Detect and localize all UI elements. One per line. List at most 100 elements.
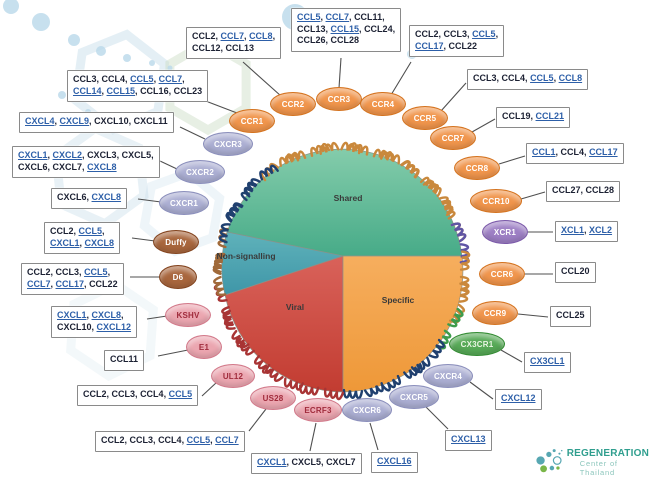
receptor-coils: [212, 141, 471, 401]
watermark-dot: [3, 0, 19, 14]
receptor-coil-ccr2: [310, 142, 331, 157]
ligand-text-CXCL6: CXCL6: [57, 192, 87, 202]
ligand-link-CCL17[interactable]: CCL17: [589, 147, 618, 157]
receptor-oval-cxcr3: CXCR3: [203, 132, 253, 156]
ligand-box-ccr9: CCL25: [550, 306, 591, 327]
ligand-link-CCL15[interactable]: CCL15: [330, 23, 360, 34]
receptor-oval-ccr3: CCR3: [316, 87, 362, 111]
receptor-label-cxcr2: CXCR2: [185, 167, 215, 177]
receptor-coil-ecrf3: [323, 387, 345, 401]
ligand-text-CCL3: CCL3: [111, 389, 136, 399]
ligand-link-CXCL8[interactable]: CXCL8: [91, 192, 122, 202]
receptor-oval-ecrf3: ECRF3: [294, 398, 342, 422]
ligand-link-CXCL9[interactable]: CXCL9: [59, 116, 90, 126]
receptor-label-ccr10: CCR10: [482, 196, 510, 206]
ligand-link-CXCL13[interactable]: CXCL13: [451, 434, 486, 444]
ligand-link-CCL5[interactable]: CCL5: [297, 12, 321, 22]
pie-label-non_signalling: Non-signalling: [216, 251, 275, 261]
ligand-link-CXCL16[interactable]: CXCL16: [377, 456, 412, 466]
ligand-link-CCL5[interactable]: CCL5: [130, 74, 154, 84]
ligand-link-CCL1[interactable]: CCL1: [532, 147, 556, 157]
ligand-link-CCL21[interactable]: CCL21: [535, 111, 565, 121]
ligand-text-CCL4: CCL4: [158, 435, 182, 445]
ligand-link-CXCL1[interactable]: CXCL1: [57, 310, 87, 320]
receptor-coil-ccr8: [422, 179, 442, 198]
ligand-link-CCL5[interactable]: CCL5: [186, 435, 211, 445]
receptor-coil-ecrf3: [299, 384, 320, 396]
receptor-oval-ccr7: CCR7: [430, 126, 476, 150]
ligand-link-CXCL12[interactable]: CXCL12: [96, 321, 132, 332]
ligand-link-CX3CL1[interactable]: CX3CL1: [530, 356, 565, 366]
ligand-box-cxcr3: CXCL4, CXCL9, CXCL10, CXCL11: [19, 112, 174, 133]
ligand-link-CXCL1[interactable]: CXCL1: [257, 457, 287, 467]
ligand-box-cxcr2: CXCL1, CXCL2, CXCL3, CXCL5, CXCL6, CXCL7…: [12, 146, 160, 178]
watermark-dot: [32, 13, 50, 31]
watermark-dot: [167, 65, 173, 71]
ligand-link-CCL7[interactable]: CCL7: [215, 435, 239, 445]
connector-line-ccr5: [440, 82, 467, 112]
ligand-text-CCL2: CCL2: [101, 435, 125, 445]
ligand-link-CCL5[interactable]: CCL5: [84, 267, 108, 277]
ligand-box-cxcr1: CXCL6, CXCL8: [51, 188, 128, 209]
ligand-text-CCL3: CCL3: [473, 73, 497, 83]
ligand-link-CXCL8[interactable]: CXCL8: [84, 237, 115, 248]
ligand-text-CCL20: CCL20: [561, 266, 590, 276]
ligand-box-kshv: CXCL1, CXCL8, CXCL10, CXCL12: [51, 306, 138, 338]
ligand-box-d6: CCL2, CCL3, CCL5, CCL7, CCL17, CCL22: [21, 263, 124, 295]
receptor-label-ccr2: CCR2: [281, 99, 305, 109]
ligand-link-CCL5[interactable]: CCL5: [530, 73, 554, 83]
ligand-link-CCL5[interactable]: CCL5: [472, 29, 496, 39]
ligand-text-CXCL7: CXCL7: [52, 161, 83, 172]
ligand-link-CCL17[interactable]: CCL17: [55, 278, 85, 289]
ligand-link-CCL7[interactable]: CCL7: [27, 278, 51, 289]
ligand-link-XCL2[interactable]: XCL2: [589, 225, 613, 235]
ligand-link-CXCL8[interactable]: CXCL8: [87, 161, 117, 172]
ligand-link-CXCL12[interactable]: CXCL12: [501, 393, 536, 403]
receptor-coil-ccr7: [419, 176, 439, 195]
receptor-coil-ul12: [236, 337, 255, 356]
receptor-label-kshv: KSHV: [176, 310, 200, 320]
ligand-link-CCL8[interactable]: CCL8: [558, 73, 583, 83]
ligand-link-CCL15[interactable]: CCL15: [106, 85, 136, 96]
ligand-text-CCL23: CCL23: [173, 85, 203, 96]
ligand-link-CCL14[interactable]: CCL14: [73, 85, 102, 96]
ligand-text-CCL2: CCL2: [415, 29, 439, 39]
watermark-dot: [96, 46, 106, 56]
receptor-oval-e1: E1: [186, 335, 222, 359]
receptor-coil-cxcr5: [381, 374, 402, 392]
ligand-link-CCL7[interactable]: CCL7: [220, 31, 245, 41]
ligand-link-CXCL1[interactable]: CXCL1: [18, 150, 48, 160]
ligand-text-CCL3: CCL3: [443, 29, 468, 39]
ligand-box-ccr4: CCL2, CCL3, CCL5, CCL17, CCL22: [409, 25, 505, 57]
logo-subtitle: Center of Thailand: [579, 458, 618, 477]
connector-line-ccr4: [390, 61, 412, 96]
ligand-box-cxcr5: CXCL13: [445, 430, 492, 451]
ligand-link-CCL8[interactable]: CCL8: [249, 31, 273, 41]
ligand-box-ccr3: CCL5, CCL7, CCL11, CCL13, CCL15, CCL24, …: [291, 8, 402, 52]
ligand-link-CXCL2[interactable]: CXCL2: [52, 150, 83, 160]
connector-line-ccr3: [338, 57, 342, 89]
ligand-link-CCL7[interactable]: CCL7: [325, 12, 350, 22]
receptor-coil-ccr4: [372, 148, 393, 162]
receptor-label-ecrf3: ECRF3: [304, 405, 332, 415]
ligand-link-CCL7[interactable]: CCL7: [158, 74, 183, 84]
ligand-link-CXCL1[interactable]: CXCL1: [50, 237, 80, 248]
receptor-oval-ccr6: CCR6: [479, 262, 525, 286]
receptor-label-cxcr4: CXCR4: [433, 371, 463, 381]
ligand-link-CXCL8[interactable]: CXCL8: [91, 310, 122, 320]
ligand-link-XCL1[interactable]: XCL1: [561, 225, 585, 235]
ligand-link-CCL5[interactable]: CCL5: [78, 226, 103, 236]
pie-labels: Shared Non-signalling Viral Specific: [216, 193, 414, 312]
ligand-link-CXCL4[interactable]: CXCL4: [25, 116, 55, 126]
ligand-text-CCL4: CCL4: [501, 73, 526, 83]
ligand-box-ccr7: CCL19, CCL21: [496, 107, 571, 128]
ligand-box-ecrf3: CXCL1, CXCL5, CXCL7: [251, 453, 362, 474]
receptor-coil-kshv: [221, 305, 234, 327]
ligand-link-CCL17[interactable]: CCL17: [415, 40, 444, 51]
ligand-text-CCL22: CCL22: [448, 40, 478, 51]
ligand-link-CCL5[interactable]: CCL5: [168, 389, 193, 399]
ligand-text-CCL2: CCL2: [50, 226, 74, 236]
receptor-label-ccr7: CCR7: [441, 133, 465, 143]
pie-label-viral: Viral: [286, 302, 304, 312]
receptor-label-cxcr3: CXCR3: [213, 139, 243, 149]
